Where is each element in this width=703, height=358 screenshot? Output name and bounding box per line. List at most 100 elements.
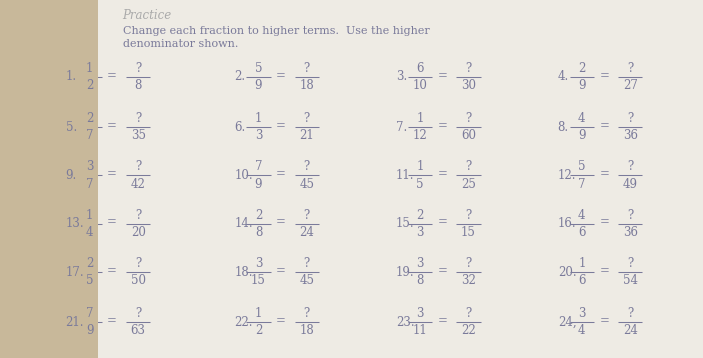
Text: 22: 22 <box>461 324 476 337</box>
Text: 6: 6 <box>578 274 586 287</box>
Text: 3: 3 <box>416 226 424 239</box>
Text: 49: 49 <box>623 178 638 190</box>
Text: 27: 27 <box>623 79 638 92</box>
Text: =: = <box>599 119 610 132</box>
Text: ?: ? <box>304 112 310 125</box>
Text: 1: 1 <box>254 307 262 320</box>
Text: 21: 21 <box>299 129 314 142</box>
Text: 9: 9 <box>578 79 586 92</box>
Text: ?: ? <box>465 209 472 222</box>
Text: 20.: 20. <box>557 266 576 279</box>
Text: 9: 9 <box>86 324 93 337</box>
Text: 12.: 12. <box>557 169 576 182</box>
Text: 18: 18 <box>299 324 314 337</box>
Text: =: = <box>107 216 117 228</box>
Text: ?: ? <box>135 209 141 222</box>
Text: =: = <box>437 264 448 277</box>
Text: 3: 3 <box>254 129 262 142</box>
Text: 21.: 21. <box>65 316 84 329</box>
Text: 18.: 18. <box>234 266 253 279</box>
Text: ?: ? <box>627 112 633 125</box>
Text: 19.: 19. <box>396 266 415 279</box>
Text: 9: 9 <box>254 79 262 92</box>
Text: 8: 8 <box>134 79 142 92</box>
Text: =: = <box>599 167 610 180</box>
Text: =: = <box>107 119 117 132</box>
Text: 7: 7 <box>86 178 93 190</box>
Text: 2: 2 <box>416 209 424 222</box>
Text: ?: ? <box>304 160 310 173</box>
Text: 6.: 6. <box>234 121 245 134</box>
Text: 5: 5 <box>416 178 424 190</box>
Text: =: = <box>599 314 610 327</box>
Text: ?: ? <box>627 62 633 75</box>
Text: 2: 2 <box>86 257 93 270</box>
Text: 24: 24 <box>299 226 314 239</box>
Text: 10.: 10. <box>234 169 253 182</box>
Text: =: = <box>599 216 610 228</box>
Text: 7: 7 <box>86 307 93 320</box>
Text: ?: ? <box>627 307 633 320</box>
Text: 30: 30 <box>461 79 476 92</box>
Text: 9: 9 <box>254 178 262 190</box>
Text: 24: 24 <box>623 324 638 337</box>
Text: 14.: 14. <box>234 217 253 230</box>
Text: 2: 2 <box>578 62 586 75</box>
Text: 1: 1 <box>578 257 586 270</box>
Text: 3: 3 <box>254 257 262 270</box>
Text: Practice: Practice <box>122 9 172 22</box>
Text: 9.: 9. <box>65 169 77 182</box>
Text: 2: 2 <box>254 209 262 222</box>
Text: ?: ? <box>627 160 633 173</box>
Text: =: = <box>107 69 117 82</box>
Text: =: = <box>276 264 286 277</box>
Text: 1.: 1. <box>65 71 77 83</box>
Text: 1: 1 <box>416 112 424 125</box>
Text: ?: ? <box>304 307 310 320</box>
Text: 2: 2 <box>254 324 262 337</box>
Text: ?: ? <box>465 160 472 173</box>
Text: =: = <box>437 216 448 228</box>
Text: ?: ? <box>304 209 310 222</box>
Text: 3: 3 <box>416 307 424 320</box>
Text: 8: 8 <box>416 274 424 287</box>
Text: 4: 4 <box>578 324 586 337</box>
Text: 9: 9 <box>578 129 586 142</box>
Text: =: = <box>276 314 286 327</box>
Text: 2: 2 <box>86 112 93 125</box>
Text: 23.: 23. <box>396 316 415 329</box>
Text: ?: ? <box>135 62 141 75</box>
Text: 60: 60 <box>461 129 476 142</box>
Text: 8: 8 <box>254 226 262 239</box>
Text: ?: ? <box>465 112 472 125</box>
Text: =: = <box>107 314 117 327</box>
Text: 13.: 13. <box>65 217 84 230</box>
Text: =: = <box>107 167 117 180</box>
Text: 7.: 7. <box>396 121 407 134</box>
Text: =: = <box>276 119 286 132</box>
Text: =: = <box>276 216 286 228</box>
Text: 11.: 11. <box>396 169 415 182</box>
Text: 36: 36 <box>623 129 638 142</box>
Text: 1: 1 <box>86 209 93 222</box>
Text: ?: ? <box>465 62 472 75</box>
Text: 17.: 17. <box>65 266 84 279</box>
Text: 5: 5 <box>578 160 586 173</box>
Text: 5: 5 <box>86 274 93 287</box>
Text: 42: 42 <box>131 178 146 190</box>
Text: =: = <box>437 314 448 327</box>
Text: 63: 63 <box>131 324 146 337</box>
Text: ?: ? <box>627 209 633 222</box>
Text: 7: 7 <box>578 178 586 190</box>
Text: 6: 6 <box>416 62 424 75</box>
Text: 15.: 15. <box>396 217 415 230</box>
Text: 12: 12 <box>413 129 427 142</box>
Text: ?: ? <box>135 257 141 270</box>
Text: 3: 3 <box>416 257 424 270</box>
Text: 36: 36 <box>623 226 638 239</box>
Text: =: = <box>437 119 448 132</box>
Text: 1: 1 <box>416 160 424 173</box>
Text: 4: 4 <box>86 226 93 239</box>
Text: 32: 32 <box>461 274 476 287</box>
Text: 24,: 24, <box>557 316 576 329</box>
